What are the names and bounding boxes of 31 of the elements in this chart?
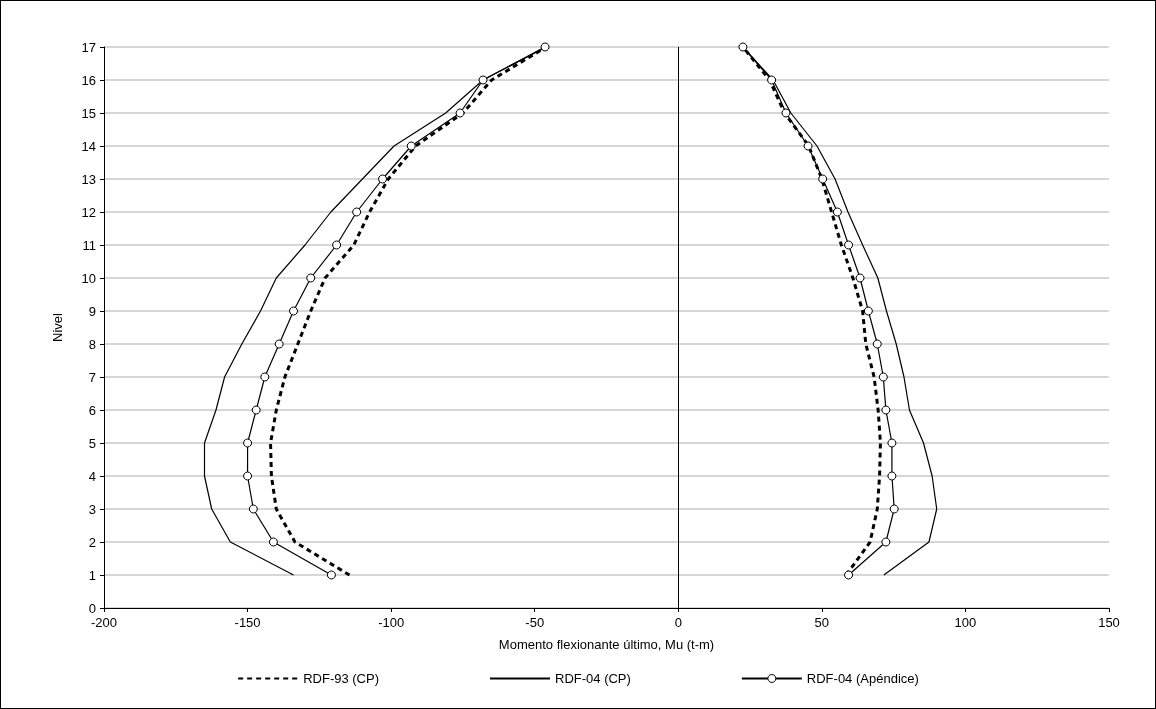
legend-label: RDF-04 (Apéndice) — [806, 671, 919, 686]
x-tick-label: 50 — [814, 615, 830, 630]
x-tick-label: 100 — [954, 615, 977, 630]
y-tick-label: 11 — [82, 237, 96, 253]
y-tick-label: 12 — [81, 204, 96, 220]
y-tick-label: 14 — [81, 138, 96, 154]
x-tick-label: -150 — [234, 615, 261, 630]
y-tick-label: 4 — [88, 468, 96, 484]
y-tick-label: 3 — [88, 501, 96, 517]
y-tick-label: 8 — [88, 336, 96, 352]
x-tick-label: 0 — [674, 615, 682, 630]
x-tick-label: -200 — [90, 615, 118, 630]
x-tick-label: -50 — [525, 615, 545, 630]
y-tick-label: 13 — [81, 171, 96, 187]
x-tick-label: -100 — [378, 615, 405, 630]
y-tick-label: 17 — [81, 39, 96, 55]
y-tick-label: 6 — [88, 402, 96, 418]
y-tick-label: 5 — [88, 435, 96, 451]
legend-label: RDF-04 (CP) — [555, 671, 631, 686]
x-axis-title: Momento flexionante último, Mu (t-m) — [498, 637, 715, 652]
y-tick-label: 2 — [88, 534, 96, 550]
y-tick-label: 9 — [88, 303, 96, 319]
legend-label: RDF-93 (CP) — [303, 671, 380, 686]
y-axis-title: Nivel — [50, 312, 65, 342]
y-tick-label: 1 — [88, 567, 96, 583]
y-tick-label: 10 — [81, 270, 96, 286]
x-tick-label: 150 — [1098, 615, 1120, 630]
y-tick-label: 0 — [88, 600, 96, 616]
y-tick-label: 16 — [81, 72, 96, 88]
y-tick-label: 15 — [81, 105, 96, 121]
y-tick-label: 7 — [88, 369, 96, 385]
